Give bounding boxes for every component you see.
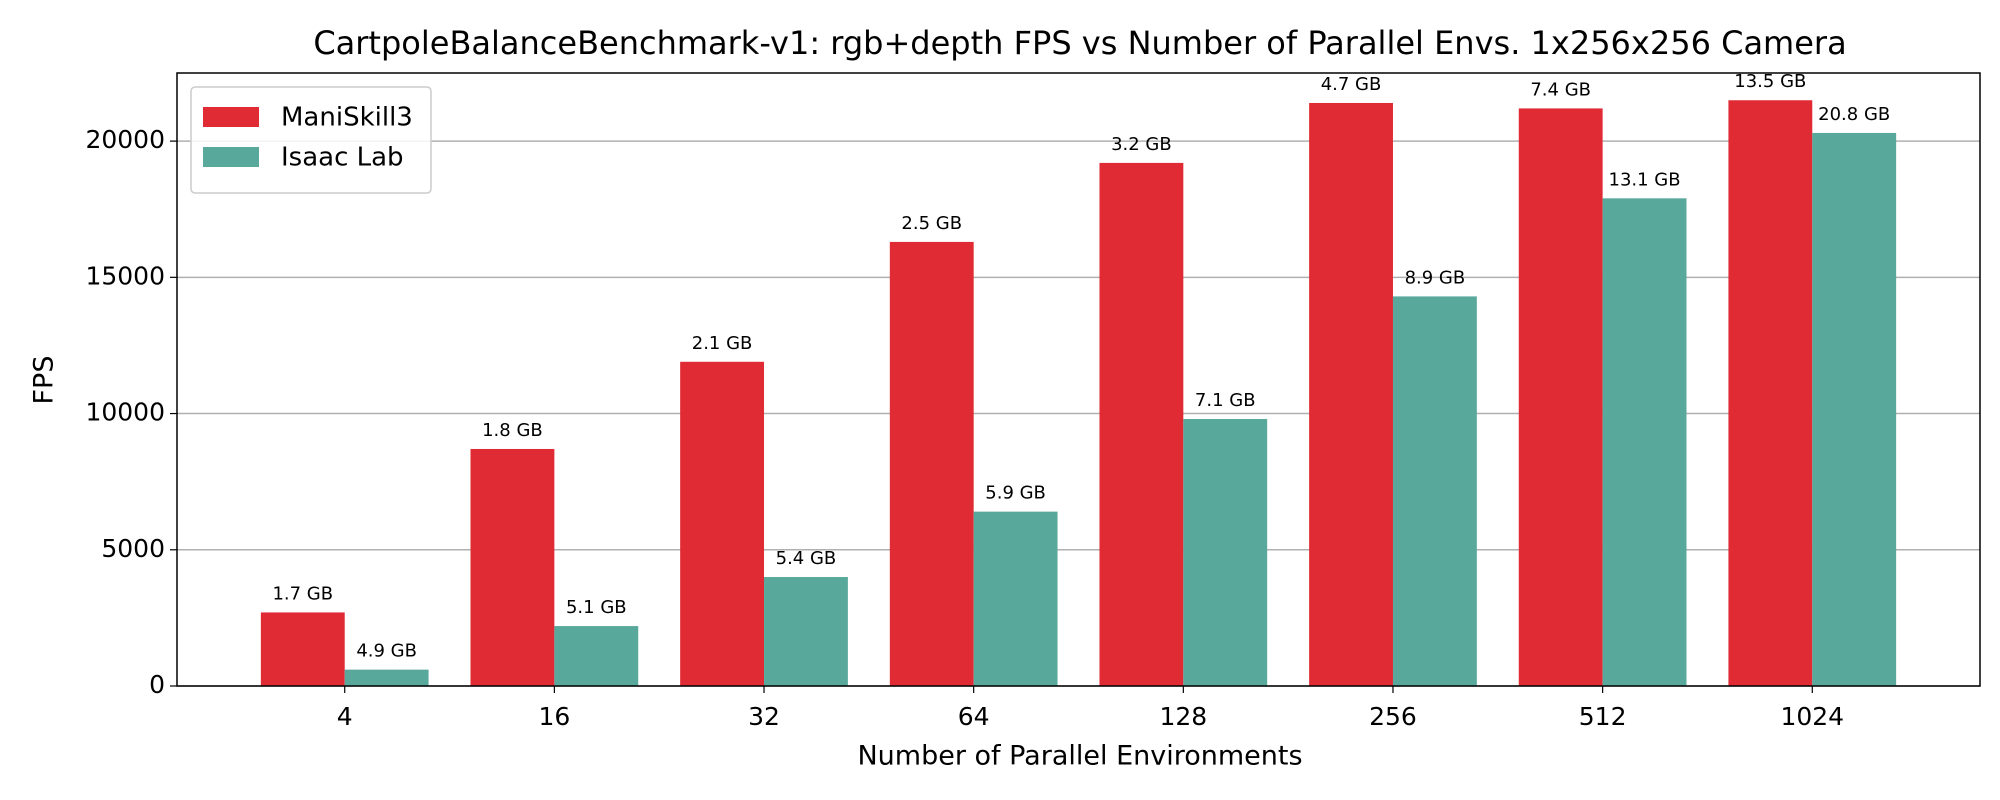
memory-label: 7.4 GB <box>1530 79 1591 100</box>
memory-label: 1.8 GB <box>482 420 543 441</box>
legend-label: Isaac Lab <box>281 143 404 173</box>
memory-label: 5.9 GB <box>985 483 1046 504</box>
bar <box>1728 100 1813 686</box>
memory-label: 5.1 GB <box>566 597 627 618</box>
x-tick-label: 16 <box>538 702 570 731</box>
memory-label: 13.1 GB <box>1609 169 1681 190</box>
x-tick-label: 64 <box>958 702 990 731</box>
y-tick-label: 0 <box>149 670 165 699</box>
legend-swatch <box>203 147 259 167</box>
memory-label: 2.1 GB <box>692 333 753 354</box>
y-axis-label: FPS <box>29 356 60 405</box>
memory-label: 8.9 GB <box>1405 267 1466 288</box>
bar <box>973 511 1058 686</box>
bar <box>470 448 555 686</box>
bar <box>680 361 765 686</box>
bar <box>1309 102 1393 687</box>
bar <box>1518 108 1603 686</box>
bar <box>1183 419 1268 686</box>
bar <box>1392 296 1477 686</box>
bar <box>1812 132 1897 687</box>
y-tick-label: 5000 <box>101 534 165 563</box>
y-tick-label: 10000 <box>85 398 165 427</box>
x-tick-label: 4 <box>337 702 353 731</box>
memory-label: 2.5 GB <box>901 213 962 234</box>
bar <box>344 669 429 686</box>
plot-frame <box>176 72 1981 687</box>
memory-label: 1.7 GB <box>272 583 333 604</box>
x-tick-label: 128 <box>1159 702 1207 731</box>
y-tick-label: 15000 <box>85 261 165 290</box>
bar <box>554 626 639 686</box>
memory-label: 3.2 GB <box>1111 134 1172 155</box>
chart-title: CartpoleBalanceBenchmark-v1: rgb+depth F… <box>313 24 1846 62</box>
memory-label: 4.9 GB <box>356 641 417 662</box>
memory-label: 7.1 GB <box>1195 390 1256 411</box>
x-tick-label: 256 <box>1369 702 1417 731</box>
memory-label: 4.7 GB <box>1321 74 1382 95</box>
x-tick-label: 1024 <box>1780 702 1844 731</box>
bar <box>260 612 345 686</box>
legend-swatch <box>203 107 259 127</box>
bar <box>1099 162 1184 686</box>
memory-label: 13.5 GB <box>1734 71 1806 92</box>
x-tick-label: 32 <box>748 702 780 731</box>
bar <box>764 577 848 686</box>
legend-label: ManiSkill3 <box>281 103 413 133</box>
x-axis-label: Number of Parallel Environments <box>857 741 1302 772</box>
memory-label: 5.4 GB <box>776 548 837 569</box>
bar <box>889 241 974 686</box>
y-tick-label: 20000 <box>85 125 165 154</box>
x-tick-label: 512 <box>1579 702 1627 731</box>
bar <box>1602 198 1687 686</box>
memory-label: 20.8 GB <box>1818 104 1890 125</box>
